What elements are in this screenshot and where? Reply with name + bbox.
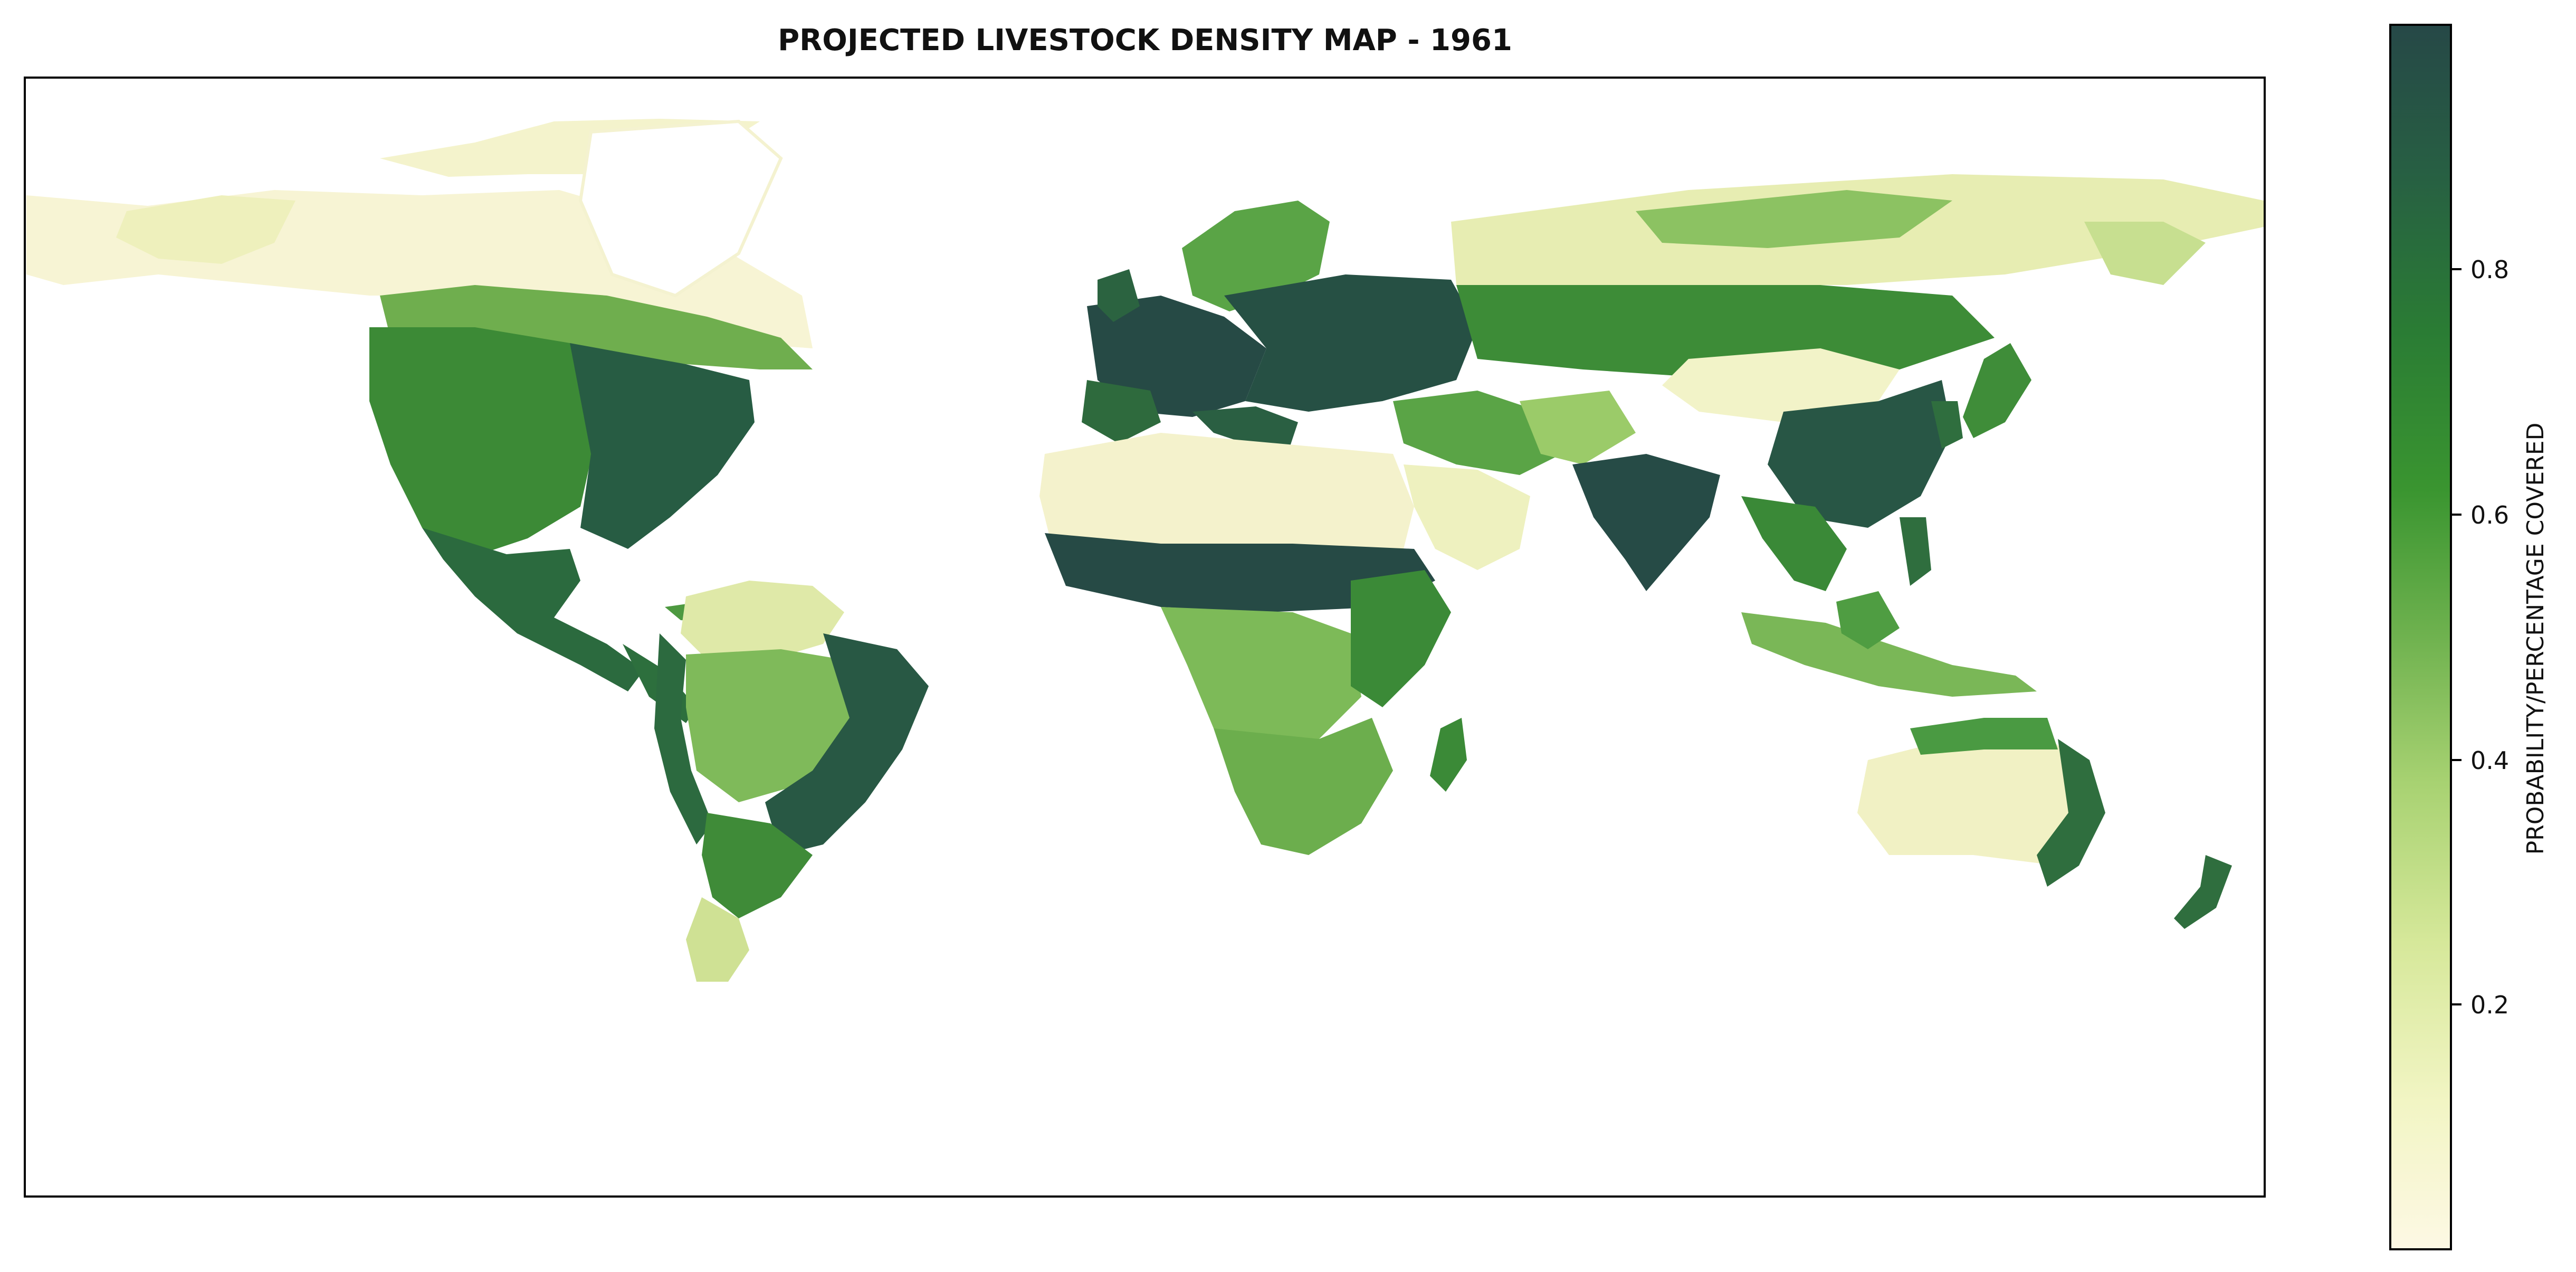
map-frame: [24, 77, 2266, 1198]
south-america: [654, 581, 929, 982]
northern-south-america: [681, 581, 844, 665]
canada-south: [380, 285, 813, 369]
british-isles: [1098, 269, 1140, 322]
middle-east: [1393, 391, 1562, 475]
western-usa: [369, 327, 602, 559]
alaska: [116, 195, 295, 264]
korea: [1931, 401, 1963, 449]
australia-east-coast: [2037, 739, 2105, 887]
colorbar-tick-06: 0.6: [2451, 501, 2509, 529]
australia-north: [1910, 718, 2058, 755]
colorbar-tick-02: 0.2: [2451, 991, 2509, 1019]
new-zealand: [2174, 855, 2232, 929]
australia-interior: [1857, 728, 2100, 866]
andes-coast: [654, 633, 712, 844]
india: [1572, 454, 1720, 591]
africa: [1039, 433, 1467, 855]
colorbar-tick-label: 0.4: [2470, 746, 2509, 775]
sahara: [1039, 433, 1414, 549]
iran-afghanistan: [1520, 391, 1636, 464]
mexico: [422, 528, 644, 691]
philippines: [1900, 517, 1931, 586]
western-europe: [1087, 296, 1266, 417]
iberia: [1082, 380, 1161, 443]
map-area: [24, 77, 2266, 1198]
eastern-brazil: [765, 633, 929, 855]
greenland: [578, 119, 783, 298]
colorbar-gradient: [2390, 25, 2451, 1249]
east-africa: [1351, 570, 1451, 707]
eastern-usa: [570, 343, 755, 549]
landmasses: [26, 119, 2264, 982]
colorbar-tick-label: 0.8: [2470, 255, 2509, 284]
asia: [1393, 174, 2264, 591]
colorbar-tick-04: 0.4: [2451, 746, 2509, 775]
japan: [1963, 343, 2031, 438]
map-title: PROJECTED LIVESTOCK DENSITY MAP - 1961: [778, 23, 1512, 58]
oceania: [1741, 517, 2232, 929]
colorbar: 0.8 0.6 0.4 0.2 PROBABILITY/PERCENTAGE C…: [2389, 24, 2549, 1250]
arabia: [1404, 464, 1530, 570]
china: [1768, 380, 1952, 528]
colorbar-label: PROBABILITY/PERCENTAGE COVERED: [2522, 423, 2549, 855]
madagascar: [1430, 718, 1467, 792]
patagonia: [686, 897, 749, 982]
southeast-asia: [1741, 496, 1847, 591]
europe: [1082, 201, 1477, 454]
sahel: [1045, 533, 1435, 612]
southern-south-america: [702, 813, 813, 918]
central-asia: [1456, 285, 1995, 380]
kamchatka: [2084, 222, 2206, 285]
eastern-europe: [1224, 274, 1477, 412]
italy-balkans: [1192, 406, 1298, 454]
amazon: [686, 649, 855, 802]
colorbar-tick-label: 0.2: [2470, 991, 2509, 1019]
indonesia: [1741, 612, 2037, 697]
borneo: [1836, 591, 1900, 649]
colorbar-tick-08: 0.8: [2451, 255, 2509, 284]
colorbar-tick-label: 0.6: [2470, 501, 2509, 529]
central-africa: [1161, 607, 1361, 749]
siberia-forest: [1636, 190, 1952, 248]
colorbar-frame: [2389, 24, 2452, 1250]
southern-africa: [1214, 718, 1393, 855]
gobi-tibet: [1662, 348, 1900, 422]
